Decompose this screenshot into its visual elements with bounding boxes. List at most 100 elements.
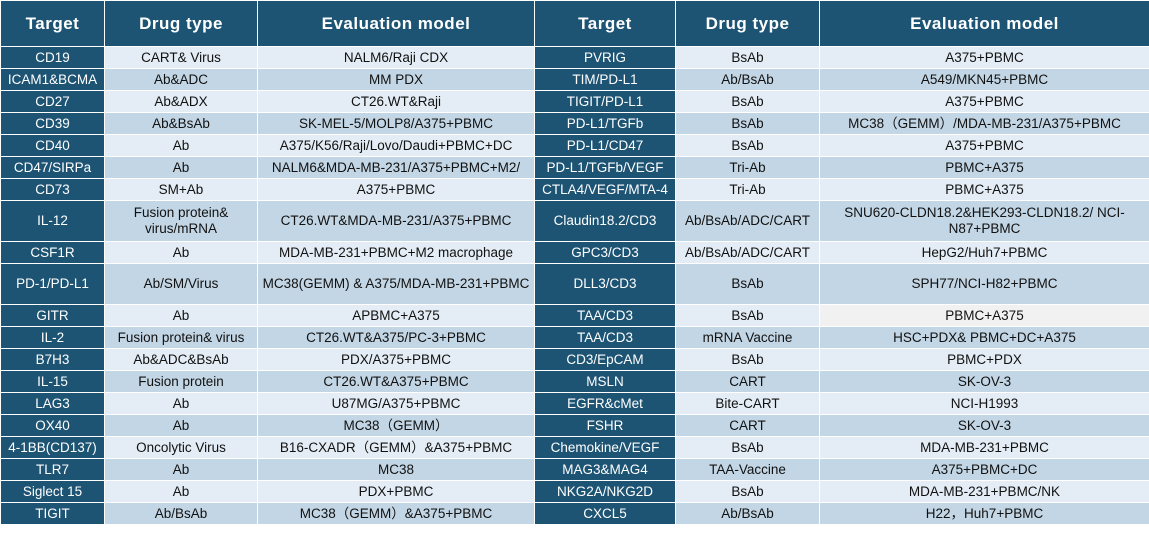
right-drug-type-cell: Tri-Ab (675, 178, 820, 201)
right-drug-type-cell: CART (675, 370, 820, 393)
right-evaluation-model-cell: PBMC+A375 (819, 156, 1149, 179)
left-drug-type-cell: Ab (104, 392, 258, 415)
left-evaluation-model-cell: CT26.WT&A375/PC-3+PBMC (257, 326, 535, 349)
left-evaluation-model-cell: B16-CXADR（GEMM）&A375+PBMC (257, 436, 535, 459)
right-target-cell: MSLN (534, 370, 676, 393)
left-evaluation-model-cell: PDX/A375+PBMC (257, 348, 535, 371)
table-row: CD73 SM+Ab A375+PBMC CTLA4/VEGF/MTA-4 Tri-Ab… (0, 178, 1149, 201)
target-evaluation-table: Target Drug type Evaluation model Target… (0, 0, 1149, 525)
table-row: IL-2 Fusion protein& virus CT26.WT&A375/PC… (0, 326, 1149, 349)
right-evaluation-model-cell: SPH77/NCI-H82+PBMC (819, 263, 1149, 305)
right-evaluation-model-cell: A375+PBMC (819, 90, 1149, 113)
left-evaluation-model-cell: MM PDX (257, 68, 535, 91)
right-target-cell: DLL3/CD3 (534, 263, 676, 305)
header-row: Target Drug type Evaluation model Target… (0, 0, 1149, 47)
left-drug-type-cell: CART& Virus (104, 46, 258, 69)
right-target-cell: TIGIT/PD-L1 (534, 90, 676, 113)
left-drug-type-cell: Ab (104, 458, 258, 481)
right-drug-type-cell: BsAb (675, 436, 820, 459)
left-drug-type-cell: Ab (104, 304, 258, 327)
left-evaluation-model-cell: SK-MEL-5/MOLP8/A375+PBMC (257, 112, 535, 135)
left-target-cell: PD-1/PD-L1 (0, 263, 105, 305)
left-target-cell: CD73 (0, 178, 105, 201)
right-target-cell: MAG3&MAG4 (534, 458, 676, 481)
table-row: TLR7 Ab MC38 MAG3&MAG4 TAA-Vaccine A375+PBMC+… (0, 458, 1149, 481)
left-drug-type-cell: Ab (104, 414, 258, 437)
right-drug-type-cell: BsAb (675, 90, 820, 113)
left-drug-type-cell: Ab&BsAb (104, 112, 258, 135)
right-drug-type-cell: BsAb (675, 112, 820, 135)
header-target-right: Target (534, 0, 676, 47)
right-target-cell: Chemokine/VEGF (534, 436, 676, 459)
table-row: 4-1BB(CD137) Oncolytic Virus B16-CXADR（GEM… (0, 436, 1149, 459)
right-evaluation-model-cell: MDA-MB-231+PBMC (819, 436, 1149, 459)
header-evaluation-model-right: Evaluation model (819, 0, 1149, 47)
left-target-cell: Siglect 15 (0, 480, 105, 503)
right-target-cell: EGFR&cMet (534, 392, 676, 415)
right-evaluation-model-cell: A375+PBMC (819, 46, 1149, 69)
left-target-cell: CSF1R (0, 241, 105, 264)
right-evaluation-model-cell: MDA-MB-231+PBMC/NK (819, 480, 1149, 503)
right-drug-type-cell: BsAb (675, 263, 820, 305)
left-target-cell: CD47/SIRPa (0, 156, 105, 179)
left-evaluation-model-cell: PDX+PBMC (257, 480, 535, 503)
table-row: OX40 Ab MC38（GEMM） FSHR CART SK-OV-3 (0, 414, 1149, 437)
left-target-cell: TIGIT (0, 502, 105, 525)
left-evaluation-model-cell: A375/K56/Raji/Lovo/Daudi+PBMC+DC (257, 134, 535, 157)
right-target-cell: CD3/EpCAM (534, 348, 676, 371)
table-row: CD39 Ab&BsAb SK-MEL-5/MOLP8/A375+PBMC PD-L1… (0, 112, 1149, 135)
right-drug-type-cell: Ab/BsAb (675, 68, 820, 91)
right-evaluation-model-cell: SK-OV-3 (819, 414, 1149, 437)
left-evaluation-model-cell: CT26.WT&Raji (257, 90, 535, 113)
table-row: GITR Ab APBMC+A375 TAA/CD3 BsAb PBMC+A375 (0, 304, 1149, 327)
table-row: PD-1/PD-L1 Ab/SM/Virus MC38(GEMM) & A375/M… (0, 263, 1149, 305)
left-drug-type-cell: Ab (104, 156, 258, 179)
right-target-cell: PD-L1/CD47 (534, 134, 676, 157)
left-target-cell: ICAM1&BCMA (0, 68, 105, 91)
right-drug-type-cell: TAA-Vaccine (675, 458, 820, 481)
right-drug-type-cell: BsAb (675, 480, 820, 503)
table-row: LAG3 Ab U87MG/A375+PBMC EGFR&cMet Bite-CART N… (0, 392, 1149, 415)
header-drug-type-right: Drug type (675, 0, 820, 47)
left-target-cell: CD19 (0, 46, 105, 69)
left-target-cell: CD27 (0, 90, 105, 113)
right-drug-type-cell: Ab/BsAb (675, 502, 820, 525)
table-row: Siglect 15 Ab PDX+PBMC NKG2A/NKG2D BsAb MDA-M… (0, 480, 1149, 503)
left-evaluation-model-cell: CT26.WT&MDA-MB-231/A375+PBMC (257, 200, 535, 242)
left-drug-type-cell: Ab&ADC&BsAb (104, 348, 258, 371)
left-evaluation-model-cell: MC38 (257, 458, 535, 481)
left-drug-type-cell: Fusion protein& virus (104, 326, 258, 349)
table-row: CD19 CART& Virus NALM6/Raji CDX PVRIG BsAb A3… (0, 46, 1149, 69)
left-target-cell: TLR7 (0, 458, 105, 481)
right-evaluation-model-cell: PBMC+PDX (819, 348, 1149, 371)
left-evaluation-model-cell: MC38（GEMM）&A375+PBMC (257, 502, 535, 525)
left-evaluation-model-cell: APBMC+A375 (257, 304, 535, 327)
right-evaluation-model-cell: MC38（GEMM）/MDA-MB-231/A375+PBMC (819, 112, 1149, 135)
right-target-cell: CTLA4/VEGF/MTA-4 (534, 178, 676, 201)
left-drug-type-cell: Ab&ADC (104, 68, 258, 91)
left-drug-type-cell: Ab (104, 241, 258, 264)
right-evaluation-model-cell: HepG2/Huh7+PBMC (819, 241, 1149, 264)
right-target-cell: CXCL5 (534, 502, 676, 525)
right-drug-type-cell: Tri-Ab (675, 156, 820, 179)
table-row: CD47/SIRPa Ab NALM6&MDA-MB-231/A375+PBMC+M… (0, 156, 1149, 179)
right-evaluation-model-cell: A375+PBMC+DC (819, 458, 1149, 481)
left-drug-type-cell: Ab&ADX (104, 90, 258, 113)
right-evaluation-model-cell: PBMC+A375 (819, 178, 1149, 201)
left-drug-type-cell: Fusion protein (104, 370, 258, 393)
right-drug-type-cell: BsAb (675, 46, 820, 69)
right-target-cell: TAA/CD3 (534, 326, 676, 349)
right-evaluation-model-cell: HSC+PDX& PBMC+DC+A375 (819, 326, 1149, 349)
table-body: CD19 CART& Virus NALM6/Raji CDX PVRIG BsAb A3… (0, 46, 1149, 525)
table-row: CD40 Ab A375/K56/Raji/Lovo/Daudi+PBMC+DC PD… (0, 134, 1149, 157)
right-target-cell: FSHR (534, 414, 676, 437)
left-target-cell: IL-12 (0, 200, 105, 242)
left-target-cell: GITR (0, 304, 105, 327)
right-drug-type-cell: BsAb (675, 134, 820, 157)
right-target-cell: Claudin18.2/CD3 (534, 200, 676, 242)
right-drug-type-cell: BsAb (675, 348, 820, 371)
right-target-cell: TAA/CD3 (534, 304, 676, 327)
left-target-cell: IL-2 (0, 326, 105, 349)
table-row: B7H3 Ab&ADC&BsAb PDX/A375+PBMC CD3/EpCAM BsA… (0, 348, 1149, 371)
right-target-cell: NKG2A/NKG2D (534, 480, 676, 503)
